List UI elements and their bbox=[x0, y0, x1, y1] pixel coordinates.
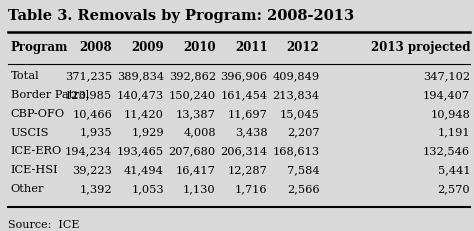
Text: 10,466: 10,466 bbox=[72, 109, 112, 119]
Text: 206,314: 206,314 bbox=[220, 146, 268, 156]
Text: 3,438: 3,438 bbox=[235, 128, 268, 138]
Text: 11,420: 11,420 bbox=[124, 109, 164, 119]
Text: 12,287: 12,287 bbox=[228, 165, 268, 175]
Text: 2,207: 2,207 bbox=[287, 128, 319, 138]
Text: Other: Other bbox=[11, 184, 44, 194]
Text: 409,849: 409,849 bbox=[273, 71, 319, 81]
Text: 1,716: 1,716 bbox=[235, 184, 268, 194]
Text: 194,407: 194,407 bbox=[423, 90, 470, 100]
Text: 11,697: 11,697 bbox=[228, 109, 268, 119]
Text: 2012: 2012 bbox=[287, 41, 319, 54]
Text: Source:  ICE: Source: ICE bbox=[9, 220, 80, 230]
Text: 194,234: 194,234 bbox=[65, 146, 112, 156]
Text: 347,102: 347,102 bbox=[423, 71, 470, 81]
Text: 5,441: 5,441 bbox=[438, 165, 470, 175]
Text: 15,045: 15,045 bbox=[280, 109, 319, 119]
Text: 10,948: 10,948 bbox=[430, 109, 470, 119]
Text: 2008: 2008 bbox=[80, 41, 112, 54]
Text: 396,906: 396,906 bbox=[220, 71, 268, 81]
Text: 39,223: 39,223 bbox=[72, 165, 112, 175]
Text: 132,546: 132,546 bbox=[423, 146, 470, 156]
Text: 4,008: 4,008 bbox=[183, 128, 216, 138]
Text: 140,473: 140,473 bbox=[117, 90, 164, 100]
Text: 371,235: 371,235 bbox=[65, 71, 112, 81]
Text: Border Patrol: Border Patrol bbox=[11, 90, 89, 100]
Text: 2010: 2010 bbox=[183, 41, 216, 54]
Text: CBP-OFO: CBP-OFO bbox=[11, 109, 65, 119]
Text: 16,417: 16,417 bbox=[176, 165, 216, 175]
Text: 2,570: 2,570 bbox=[438, 184, 470, 194]
Text: ICE-HSI: ICE-HSI bbox=[11, 165, 58, 175]
Text: 392,862: 392,862 bbox=[169, 71, 216, 81]
Text: 1,935: 1,935 bbox=[80, 128, 112, 138]
Text: 2009: 2009 bbox=[131, 41, 164, 54]
Text: 2013 projected: 2013 projected bbox=[371, 41, 470, 54]
Text: 389,834: 389,834 bbox=[117, 71, 164, 81]
Text: 1,392: 1,392 bbox=[80, 184, 112, 194]
Text: 13,387: 13,387 bbox=[176, 109, 216, 119]
Text: 1,130: 1,130 bbox=[183, 184, 216, 194]
Text: 1,053: 1,053 bbox=[131, 184, 164, 194]
Text: Program: Program bbox=[11, 41, 68, 54]
Text: Table 3. Removals by Program: 2008-2013: Table 3. Removals by Program: 2008-2013 bbox=[9, 9, 355, 23]
Text: 161,454: 161,454 bbox=[220, 90, 268, 100]
Text: 207,680: 207,680 bbox=[169, 146, 216, 156]
Text: USCIS: USCIS bbox=[11, 128, 49, 138]
Text: 168,613: 168,613 bbox=[273, 146, 319, 156]
Text: 41,494: 41,494 bbox=[124, 165, 164, 175]
Text: 213,834: 213,834 bbox=[273, 90, 319, 100]
Text: Total: Total bbox=[11, 71, 39, 81]
Text: 1,929: 1,929 bbox=[131, 128, 164, 138]
Text: 150,240: 150,240 bbox=[169, 90, 216, 100]
Text: ICE-ERO: ICE-ERO bbox=[11, 146, 62, 156]
Text: 123,985: 123,985 bbox=[65, 90, 112, 100]
Text: 193,465: 193,465 bbox=[117, 146, 164, 156]
Text: 2,566: 2,566 bbox=[287, 184, 319, 194]
Text: 7,584: 7,584 bbox=[287, 165, 319, 175]
Text: 2011: 2011 bbox=[235, 41, 268, 54]
Text: 1,191: 1,191 bbox=[438, 128, 470, 138]
